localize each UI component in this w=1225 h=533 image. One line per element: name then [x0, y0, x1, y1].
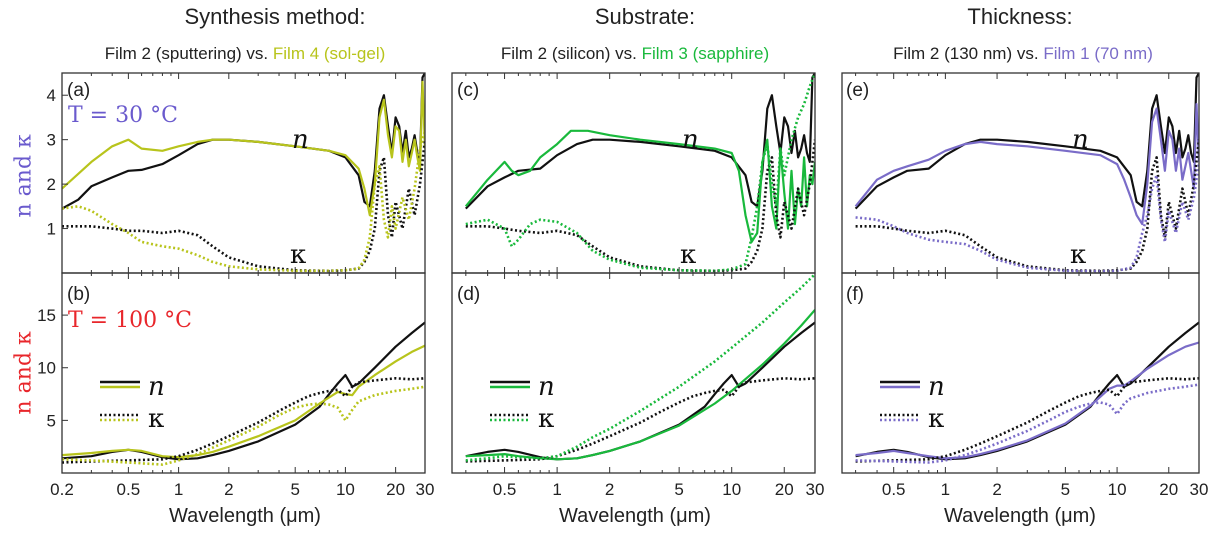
column-subtitle-synthesis: Film 2 (sputtering) vs. Film 4 (sol-gel): [55, 44, 435, 64]
series-line: [62, 80, 425, 217]
subtitle-highlight: Film 1 (70 nm): [1043, 44, 1153, 63]
x-tick-label: 1: [941, 480, 950, 499]
x-tick-label: 0.5: [117, 480, 141, 499]
panel-f: 0.5 1 2 5 10 20 30 nκ: [841, 272, 1209, 499]
series-line: [465, 321, 815, 461]
x-tick-label: 20: [775, 480, 794, 499]
legend: nκ: [100, 372, 165, 434]
subtitle-highlight: Film 4 (sol-gel): [272, 44, 386, 63]
x-tick-label: 0.5: [493, 480, 517, 499]
x-tick-label: 1: [552, 480, 561, 499]
curve-label-kappa: κ: [680, 240, 696, 270]
y-tick-label: 15: [37, 306, 56, 325]
series-line: [465, 139, 815, 273]
subtitle-highlight: Film 3 (sapphire): [641, 44, 770, 63]
x-tick-label: 5: [674, 480, 683, 499]
x-axis-label-1: Wavelength (μm): [169, 505, 321, 527]
series-line: [62, 321, 425, 461]
panel-letter-d: (d): [457, 284, 481, 305]
series-line: [62, 344, 425, 459]
column-title-thickness: Thickness:: [967, 4, 1073, 29]
x-tick-label: 2: [992, 480, 1001, 499]
x-tick-label: 20: [1159, 480, 1178, 499]
x-tick-label: 5: [290, 480, 299, 499]
x-axis-label-2: Wavelength (μm): [559, 505, 711, 527]
curve-label-kappa: κ: [290, 240, 306, 270]
x-tick-label: 30: [806, 480, 825, 499]
temperature-label-bottom: T = 100 °C: [68, 308, 192, 333]
series-line: [464, 129, 815, 243]
x-tick-label: 30: [416, 480, 435, 499]
legend-label-n: n: [148, 372, 165, 402]
panel-letter-e: (e): [846, 80, 870, 101]
y-tick-label: 3: [47, 131, 56, 150]
subtitle-prefix: Film 2 (silicon) vs.: [500, 44, 642, 63]
curve-label-n: n: [682, 125, 699, 155]
column-title-substrate: Substrate:: [594, 4, 696, 29]
panel-letter-a: (a): [67, 80, 91, 101]
series-line: [854, 103, 1199, 226]
series-line: [465, 377, 815, 463]
panel-letter-b: (b): [67, 284, 91, 305]
legend-label-n: n: [538, 372, 555, 402]
panel-c: nκ: [451, 72, 816, 274]
legend-label-kappa: κ: [928, 404, 944, 434]
series-line: [62, 385, 425, 466]
panel-d: 0.5 1 2 5 10 20 30 nκ: [451, 272, 825, 499]
subtitle-prefix: Film 2 (sputtering) vs.: [104, 44, 273, 63]
panel-letter-f: (f): [846, 284, 864, 305]
axes-frame: [841, 272, 1200, 474]
column-title-synthesis: Synthesis method:: [184, 4, 366, 29]
y-tick-label: 5: [47, 411, 56, 430]
x-tick-label: 10: [1108, 480, 1127, 499]
axes-frame: [451, 272, 816, 474]
y-tick-label: 1: [47, 220, 56, 239]
legend: nκ: [490, 372, 555, 434]
axes-frame: [61, 272, 426, 474]
x-tick-label: 2: [605, 480, 614, 499]
x-axis-label-3: Wavelength (μm): [944, 505, 1096, 527]
series-line: [855, 383, 1199, 464]
curve-label-n: n: [292, 125, 309, 155]
series-line: [854, 73, 1199, 210]
y-tick-label: 4: [47, 86, 56, 105]
temperature-label-top: T = 30 °C: [68, 103, 178, 128]
column-subtitle-substrate: Film 2 (silicon) vs. Film 3 (sapphire): [445, 44, 825, 64]
panel-letter-c: (c): [457, 80, 480, 101]
x-tick-label: 0.5: [882, 480, 906, 499]
panel-e: nκ: [841, 72, 1200, 274]
series-line: [465, 309, 815, 461]
subtitle-prefix: Film 2 (130 nm) vs.: [893, 44, 1044, 63]
x-tick-label: 20: [386, 480, 405, 499]
series-line: [465, 273, 815, 462]
axes-frame: [841, 72, 1200, 274]
legend-label-kappa: κ: [148, 404, 164, 434]
series-line: [62, 139, 425, 273]
column-subtitle-thickness: Film 2 (130 nm) vs. Film 1 (70 nm): [833, 44, 1213, 64]
series-line: [855, 161, 1199, 273]
series-line: [855, 341, 1199, 460]
curve-label-kappa: κ: [1070, 240, 1086, 270]
x-tick-label: 5: [1061, 480, 1070, 499]
legend-label-kappa: κ: [538, 404, 554, 434]
legend-label-n: n: [928, 372, 945, 402]
y-tick-label: 2: [47, 175, 56, 194]
x-tick-label: 2: [224, 480, 233, 499]
series-line: [62, 377, 425, 464]
x-tick-label: 30: [1190, 480, 1209, 499]
legend: nκ: [880, 372, 945, 434]
curve-label-n: n: [1072, 125, 1089, 155]
x-tick-label: 1: [174, 480, 183, 499]
x-tick-label: 0.2: [50, 480, 74, 499]
panel-b: 0.2 0.5 1 2 5 10 20 30 5 10 15 nκ: [37, 272, 435, 499]
y-tick-label: 10: [37, 359, 56, 378]
x-tick-label: 10: [336, 480, 355, 499]
x-tick-label: 10: [722, 480, 741, 499]
series-line: [855, 321, 1199, 461]
